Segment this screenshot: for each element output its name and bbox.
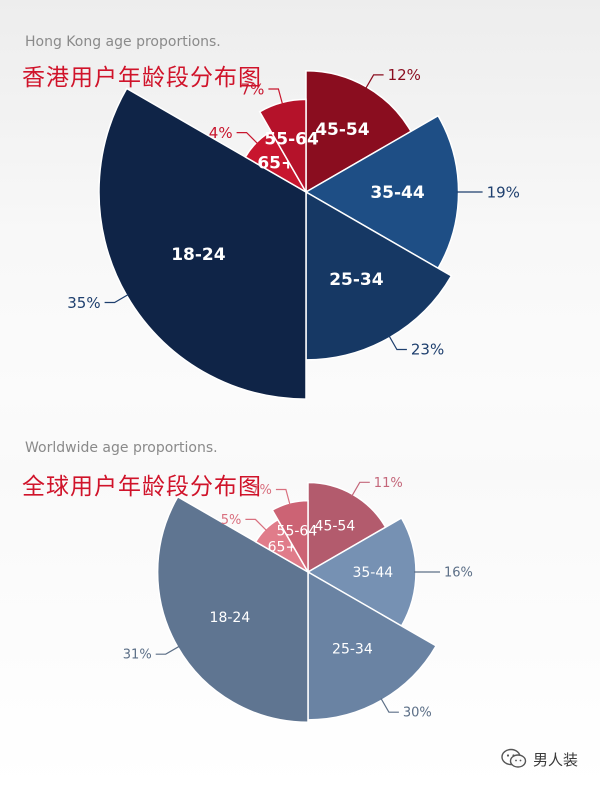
slice-label: 55-64 — [277, 524, 318, 540]
value-label: 5% — [221, 513, 242, 528]
chart-subtitle-world: Worldwide age proportions. — [25, 440, 218, 456]
slice-label: 25-34 — [332, 642, 373, 658]
chart-title-world: 全球用户年龄段分布图 — [22, 474, 262, 500]
chart-worldwide: 45-54 11% 35-44 16% 25-34 30% 18-24 31% 65+ 5% 55-… — [123, 476, 473, 724]
value-label: 31% — [123, 648, 152, 663]
value-label: 11% — [374, 476, 403, 491]
slice-label: 25-34 — [329, 270, 384, 290]
value-label: 7% — [241, 80, 265, 98]
leader-line — [268, 88, 284, 105]
value-label: 16% — [444, 566, 473, 581]
chart-subtitle-hk: Hong Kong age proportions. — [25, 34, 221, 50]
slice-label: 18-24 — [171, 245, 226, 265]
leader-line — [236, 132, 259, 145]
slice-label: 45-54 — [315, 120, 370, 140]
wechat-icon — [501, 748, 527, 768]
slice-label: 18-24 — [210, 610, 251, 626]
leader-line — [351, 481, 370, 497]
leader-line — [380, 698, 399, 713]
slice-label: 35-44 — [352, 565, 393, 581]
value-label: 23% — [411, 341, 444, 359]
slice-label: 45-54 — [315, 518, 356, 534]
leader-line — [104, 293, 129, 304]
value-label: 30% — [403, 706, 432, 721]
leader-line — [388, 335, 407, 351]
value-label: 35% — [67, 294, 100, 312]
value-label: 12% — [388, 66, 421, 84]
slice-label: 65+ — [268, 539, 298, 555]
leader-line — [365, 74, 384, 90]
slice-label: 35-44 — [370, 183, 425, 203]
watermark: 男人装 — [501, 748, 578, 770]
watermark-text: 男人装 — [532, 750, 578, 769]
value-label: 4% — [209, 124, 233, 142]
leader-line — [245, 518, 268, 532]
chart-title-hk: 香港用户年龄段分布图 — [22, 65, 262, 91]
leader-line — [275, 488, 291, 506]
slice-label: 55-64 — [264, 129, 319, 149]
value-label: 7% — [251, 483, 272, 498]
value-label: 19% — [487, 183, 520, 201]
leader-line — [155, 645, 180, 655]
